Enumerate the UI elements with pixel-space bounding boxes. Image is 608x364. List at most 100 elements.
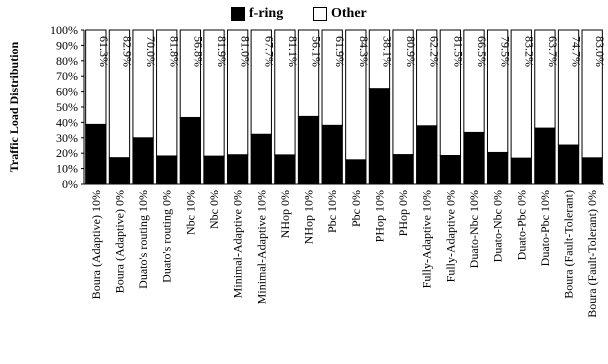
bar-segment-f-ring (108, 157, 131, 185)
bar-segment-other (416, 29, 438, 127)
data-label: 81.9% (215, 36, 229, 67)
y-tick-label: 30% (56, 131, 78, 145)
legend-item-f-ring: f-ring (231, 6, 283, 22)
bar-segment-other (392, 29, 414, 156)
data-label: 61.3% (97, 36, 111, 67)
x-tick-label: PHop 10% (372, 190, 386, 242)
x-tick-label: Duato-Nbc 10% (467, 190, 481, 268)
x-tick-label: Boura (Adaptive) 0% (112, 190, 126, 293)
bar-segment-other (156, 29, 178, 157)
bar-segment-f-ring (557, 144, 580, 185)
x-tick-label: Fully-Adaptive 10% (420, 190, 434, 288)
bar-segment-f-ring (226, 154, 249, 185)
bar-segment-other (345, 29, 367, 161)
legend-label-other: Other (331, 6, 367, 21)
x-tick-label: Nbc 0% (207, 190, 221, 229)
x-tick-label: Pbc 10% (325, 190, 339, 233)
bar-segment-f-ring (416, 125, 438, 185)
bar-segment-f-ring (486, 151, 509, 185)
data-label: 81.8% (168, 36, 182, 67)
legend-label-f-ring: f-ring (249, 6, 284, 21)
bar-segment-other (486, 29, 509, 153)
bar-segment-f-ring (581, 157, 603, 185)
bar-segment-f-ring (392, 154, 414, 185)
bar-segment-f-ring (203, 155, 225, 185)
y-tick-label: 50% (56, 100, 78, 114)
bar-segment-other (203, 29, 225, 157)
x-tick-label: Duato's routing 10% (136, 190, 150, 289)
x-tick-label: Boura (Adaptive) 10% (89, 190, 103, 299)
data-label: 66.5% (475, 36, 489, 67)
x-tick-label: Duato's routing 0% (160, 190, 174, 283)
x-tick-label: Boura (Fault-Tolerant) (562, 190, 576, 299)
bar-segment-f-ring (439, 155, 462, 185)
bar-segment-other (108, 29, 131, 159)
bar-segment-f-ring (463, 131, 485, 185)
bar-segment-other (274, 29, 296, 156)
bar-segment-other (439, 29, 462, 157)
x-tick-label: Duato-Pbc 0% (514, 190, 528, 260)
data-label: 81.1% (286, 36, 300, 67)
chart-legend: f-ring Other (0, 6, 608, 26)
bar-segment-f-ring (274, 154, 296, 185)
bar-segment-other (534, 29, 556, 129)
data-label: 79.5% (499, 36, 513, 67)
x-tick-label: NHop 10% (302, 190, 316, 244)
data-label: 82.9% (120, 36, 134, 67)
bar-segment-other (557, 29, 580, 146)
data-label: 56.8% (191, 36, 205, 67)
data-label: 67.7% (262, 36, 276, 67)
legend-swatch-other (313, 7, 327, 21)
bar-segment-other (368, 29, 391, 90)
bar-segment-f-ring (85, 123, 107, 185)
bar-segment-other (463, 29, 485, 133)
bar-segment-other (85, 29, 107, 125)
y-tick-label: 100% (50, 23, 78, 37)
bar-segment-other (510, 29, 532, 159)
bar-segment-f-ring (321, 124, 343, 185)
data-label: 62.2% (428, 36, 442, 67)
data-label: 84.3% (357, 36, 371, 67)
x-tick-label: PHop 0% (396, 190, 410, 236)
data-label: 38.1% (380, 36, 394, 67)
bar-segment-other (297, 29, 320, 117)
bar-segment-f-ring (250, 133, 272, 185)
bar-segment-f-ring (510, 157, 532, 185)
data-label: 83.2% (522, 36, 536, 67)
x-tick-label: Nbc 10% (183, 190, 197, 235)
data-label: 81.0% (239, 36, 253, 67)
x-tick-label: Fully-Adaptive 0% (443, 190, 457, 282)
x-tick-label: Duato-Nbc 0% (491, 190, 505, 262)
legend-item-other: Other (313, 6, 367, 22)
bar-segment-other (179, 29, 202, 118)
data-label: 83.0% (593, 36, 607, 67)
bar-segment-other (321, 29, 343, 126)
bar-segment-other (226, 29, 249, 156)
x-tick-label: NHop 0% (278, 190, 292, 238)
x-tick-label: Duato-Pbc 10% (538, 190, 552, 266)
y-tick-label: 20% (56, 146, 78, 160)
data-label: 74.7% (570, 36, 584, 67)
x-tick-label: Minimal-Adaptive 0% (231, 190, 245, 298)
bar-segment-f-ring (534, 127, 556, 185)
y-tick-label: 40% (56, 115, 78, 129)
bar-segment-f-ring (297, 115, 320, 185)
y-tick-label: 0% (62, 177, 78, 191)
x-tick-label: Minimal-Adaptive 10% (254, 190, 268, 304)
y-tick-label: 70% (56, 69, 78, 83)
data-label: 61.9% (333, 36, 347, 67)
y-tick-label: 90% (56, 38, 78, 52)
y-tick-label: 80% (56, 54, 78, 68)
data-label: 81.5% (451, 36, 465, 67)
bar-segment-f-ring (156, 155, 178, 185)
y-tick-label: 10% (56, 162, 78, 176)
x-tick-label: Boura (Fault-Tolerant) 0% (585, 190, 599, 318)
bar-segment-f-ring (179, 116, 202, 185)
bar-segment-other (581, 29, 603, 159)
data-label: 80.9% (404, 36, 418, 67)
data-label: 70.0% (144, 36, 158, 67)
bar-segment-f-ring (368, 88, 391, 185)
bar-segment-other (132, 29, 154, 139)
x-tick-label: Pbc 0% (349, 190, 363, 227)
